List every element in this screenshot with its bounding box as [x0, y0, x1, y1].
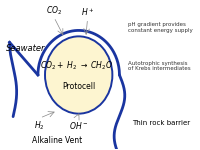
- Text: $H_2$: $H_2$: [34, 119, 45, 132]
- Text: Protocell: Protocell: [62, 82, 95, 91]
- Text: pH gradient provides
constant energy supply: pH gradient provides constant energy sup…: [128, 22, 193, 33]
- Text: Seawater: Seawater: [6, 44, 46, 53]
- Text: Autotrophic synthesis
of Krebs intermediates: Autotrophic synthesis of Krebs intermedi…: [128, 61, 191, 72]
- Text: $H^+$: $H^+$: [81, 7, 94, 18]
- Text: Alkaline Vent: Alkaline Vent: [32, 136, 83, 145]
- Ellipse shape: [45, 36, 112, 114]
- Text: $OH^-$: $OH^-$: [69, 120, 88, 131]
- Text: Thin rock barrier: Thin rock barrier: [132, 120, 190, 126]
- Text: $CO_2$: $CO_2$: [46, 5, 62, 17]
- Text: $CO_2+\ H_2\ \rightarrow\ CH_2O$: $CO_2+\ H_2\ \rightarrow\ CH_2O$: [40, 60, 113, 72]
